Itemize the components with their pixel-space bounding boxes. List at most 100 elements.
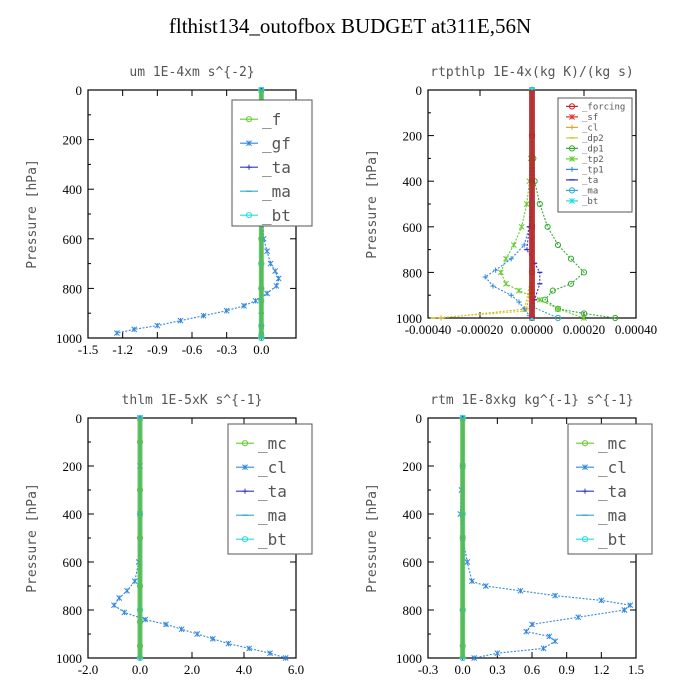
y-tick-label: 200 [403, 459, 423, 474]
series-cl-point [546, 633, 553, 640]
x-tick-label: 0.9 [559, 662, 575, 677]
x-tick-label: 1.2 [593, 662, 609, 677]
legend-box [227, 423, 313, 555]
y-tick-label: 800 [403, 603, 423, 618]
x-tick-label: -2.0 [78, 662, 99, 677]
series-tp1-point [482, 274, 488, 280]
y-tick-label: 1000 [56, 331, 82, 346]
series-tp1-point [521, 306, 527, 312]
legend-label: _mc [598, 434, 627, 453]
series-cl-point [540, 645, 547, 652]
x-tick-label: 2.0 [184, 662, 200, 677]
x-tick-label: -0.6 [182, 342, 203, 357]
series-tp2-point [516, 287, 522, 294]
x-tick-label: 0.00020 [563, 322, 605, 337]
legend-label: _ma [598, 506, 627, 525]
legend-swatch-point [569, 124, 575, 130]
series-cl-point [529, 621, 535, 628]
series-cl-point [163, 621, 169, 628]
legend-swatch-point [569, 166, 575, 172]
y-tick-label: 800 [403, 265, 423, 280]
legend-swatch-point [242, 488, 248, 494]
series-cl-point [627, 602, 634, 609]
series-cl-point [471, 655, 478, 661]
legend-swatch-point [582, 464, 588, 471]
zero-profile-band [460, 418, 466, 658]
legend-label: _f [262, 110, 281, 129]
series-cl-point [438, 315, 444, 321]
legend-label: _forcing [582, 103, 625, 113]
y-tick-label: 600 [63, 232, 83, 247]
legend: _mc _cl _ta _ma _bt [227, 423, 313, 555]
x-tick-label: 0.6 [524, 662, 541, 677]
legend-label: _ta [582, 176, 598, 186]
legend-label: _ma [262, 182, 291, 201]
series-gf-point [113, 330, 120, 336]
series-gf-point [264, 290, 271, 297]
x-tick-label: -0.3 [216, 342, 237, 357]
series-dp1-point [536, 200, 543, 208]
x-tick-label: -0.9 [147, 342, 168, 357]
series-tp1-point [490, 283, 496, 289]
legend-label: _gf [262, 134, 291, 153]
series-line-dp2 [430, 89, 535, 319]
y-tick-label: 0 [76, 411, 83, 426]
legend-swatch-point [569, 113, 575, 120]
y-tick-label: 400 [63, 507, 83, 522]
legend-label: _ma [582, 187, 598, 197]
y-tick-label: 200 [63, 133, 83, 148]
series-cl-point [131, 578, 138, 585]
y-tick-label: 800 [63, 281, 83, 296]
chart-panel-1: um 1E-4xm s^{-2} Pressure [hPa] 0 200 400 600… [25, 65, 313, 357]
legend-swatch-point [568, 145, 576, 152]
series-cl-point [111, 602, 117, 609]
legend-label: _mc [258, 434, 287, 453]
x-tick-label: 0.00000 [511, 322, 553, 337]
zero-profile-band [529, 90, 535, 318]
legend-label: _ma [258, 506, 287, 525]
series-tp2-point [555, 305, 561, 312]
legend-swatch-point [581, 440, 589, 447]
series-tp2-point [503, 280, 509, 287]
y-tick-label: 600 [403, 555, 423, 570]
y-axis-label: Pressure [hPa] [365, 483, 380, 593]
y-tick-label: 0 [416, 83, 423, 98]
chart-panel-3: thlm 1E-5xK s^{-1} Pressure [hPa] 0 200 400 6… [25, 393, 313, 677]
legend-label: _bt [598, 530, 627, 549]
series-cl-point [121, 609, 128, 616]
series-gf-path [116, 90, 280, 334]
series-dp1-point [549, 287, 556, 294]
series-cl-point [116, 595, 123, 601]
legend-swatch-point [581, 536, 589, 543]
y-tick-label: 1000 [396, 651, 422, 666]
series-tp2-point [581, 315, 587, 321]
series-cl-point [246, 645, 253, 652]
series-line-cl [438, 87, 535, 321]
y-tick-label: 0 [76, 83, 83, 98]
x-tick-label: 1.5 [628, 662, 644, 677]
series-cl-point [598, 597, 605, 604]
series-dp1-point [541, 296, 549, 303]
series-gf-point [267, 260, 274, 267]
legend: _mc _cl _ta _ma _bt [567, 423, 653, 555]
series-gf-point [273, 282, 280, 289]
y-tick-label: 0 [416, 411, 423, 426]
series-cl-point [282, 655, 289, 661]
chart-title: um 1E-4xm s^{-2} [129, 65, 254, 80]
series-tp1-point [493, 267, 499, 273]
series-tp1-path [484, 90, 533, 319]
legend-label: _cl [598, 458, 627, 477]
series-cl-point [552, 592, 559, 599]
legend-swatch-point [242, 464, 248, 471]
x-tick-label: 0.0 [253, 342, 269, 357]
y-tick-label: 400 [403, 174, 423, 189]
x-tick-label: -0.00040 [405, 322, 452, 337]
series-dp1-point [544, 223, 551, 230]
series-cl-point [621, 607, 628, 613]
legend-label: _sf [582, 113, 598, 123]
legend-label: _tp1 [582, 166, 604, 176]
series-gf-point [200, 312, 207, 319]
chart-title: rtpthlp 1E-4x(kg K)/(kg s) [430, 65, 634, 80]
y-axis-label: Pressure [hPa] [365, 149, 380, 259]
series-tp1-point [508, 256, 514, 262]
